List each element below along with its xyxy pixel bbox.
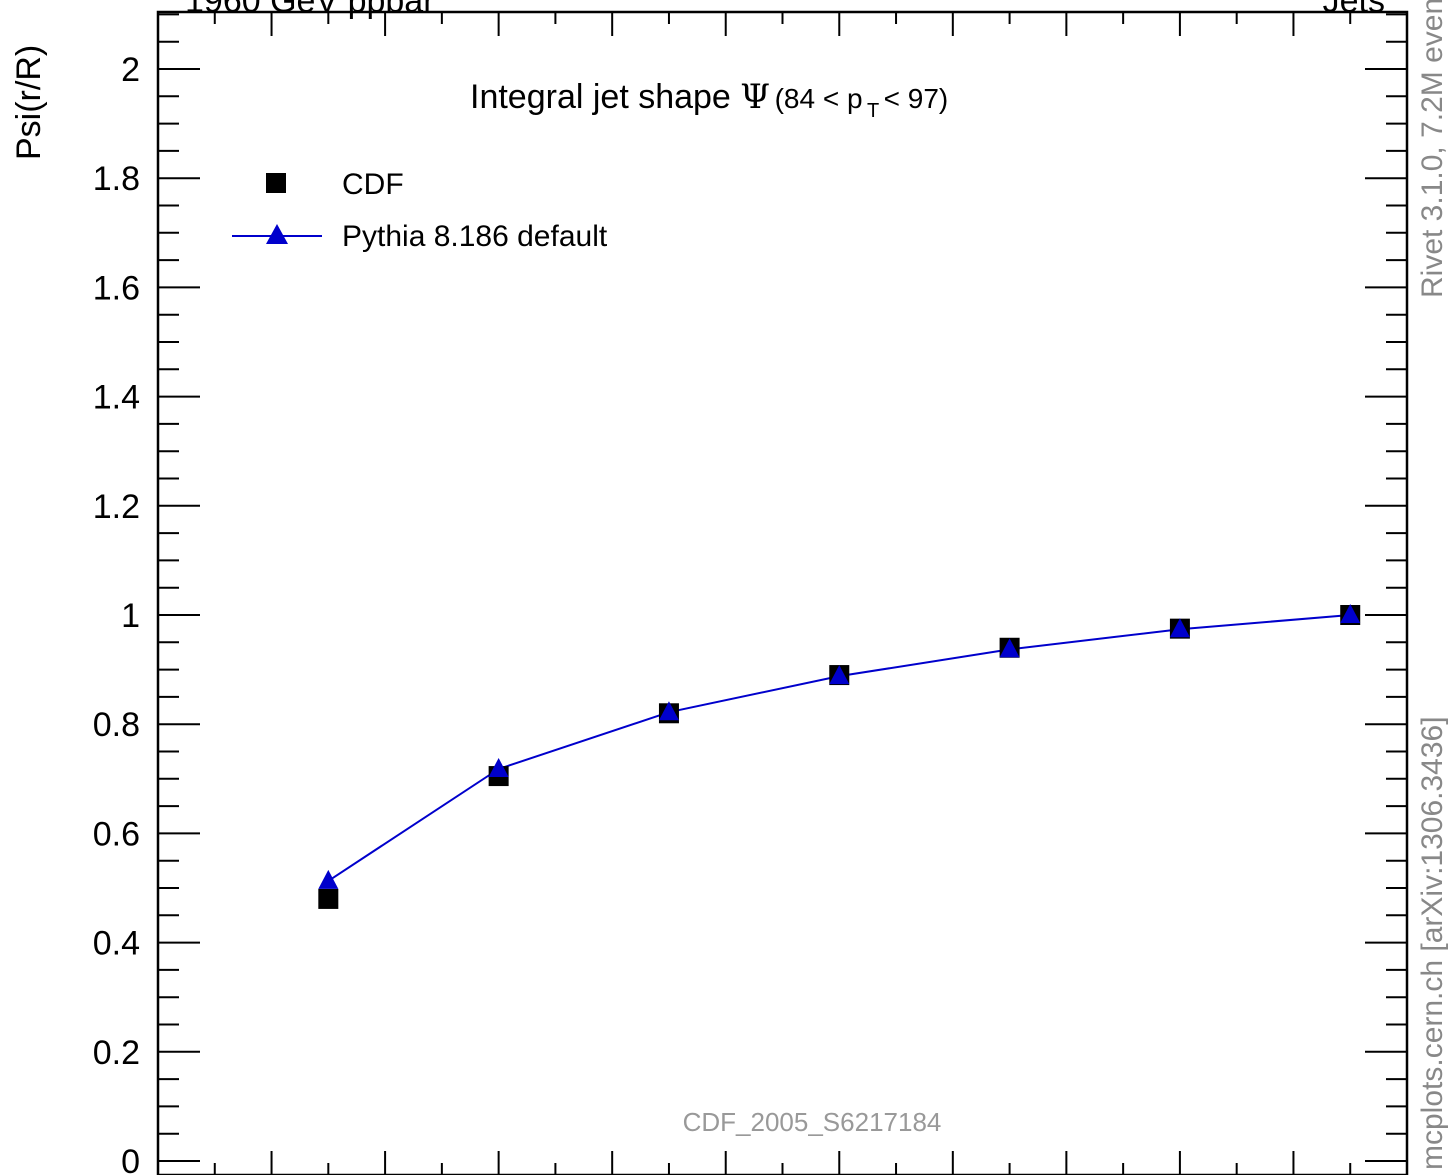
plot-title-psi: Ψ [740, 77, 770, 117]
y-tick-label: 0.8 [93, 706, 140, 744]
cdf-series [318, 605, 1361, 909]
y-tick-label: 0.6 [93, 815, 140, 853]
analysis-label: CDF_2005_S6217184 [683, 1107, 942, 1137]
y-tick-label: 1 [121, 597, 140, 635]
y-tick-label: 0 [121, 1143, 140, 1175]
pythia-point [658, 701, 679, 721]
y-tick-label: 1.2 [93, 488, 140, 526]
header-left-text: 1960 GeV ppbar [185, 0, 435, 20]
pythia-point [999, 638, 1020, 658]
plot-title-range-close: < 97) [884, 83, 949, 114]
legend-cdf-label: CDF [342, 168, 404, 201]
pythia-point [488, 757, 509, 777]
plot-title: Integral jet shape Ψ (84 < p T < 97) [470, 77, 948, 122]
y-tick-label: 2 [121, 51, 140, 89]
pythia-series [318, 604, 1361, 889]
y-tick-label: 1.6 [93, 269, 140, 307]
plot-title-range-open: (84 < p [775, 83, 863, 114]
y-tick-labels: 0 0.2 0.4 0.6 0.8 1 1.2 1.4 1.6 1.8 2 [93, 51, 140, 1175]
side-text-top: Rivet 3.1.0, 7.2M events [1416, 0, 1449, 298]
axis-ticks [157, 12, 1408, 1175]
legend-pythia-marker [266, 224, 288, 244]
pythia-point [829, 665, 850, 685]
pythia-line [327, 614, 1351, 882]
pythia-point [1340, 604, 1361, 623]
plot-title-range-sub: T [867, 100, 879, 122]
cdf-point [318, 888, 339, 909]
legend-pythia-label: Pythia 8.186 default [342, 220, 608, 253]
pythia-series-line [327, 614, 1351, 882]
y-tick-label: 1.4 [93, 379, 140, 417]
y-axis-title: Psi(r/R) [10, 45, 48, 160]
pythia-point [1169, 618, 1190, 638]
y-tick-label: 0.2 [93, 1034, 140, 1072]
plot-title-prefix: Integral jet shape [470, 78, 740, 116]
y-tick-label: 0.4 [93, 925, 140, 963]
legend-cdf-marker [266, 173, 286, 193]
legend: CDF Pythia 8.186 default [232, 168, 608, 253]
side-text-bottom: mcplots.cern.ch [arXiv:1306.3436] [1416, 716, 1449, 1170]
y-tick-label: 1.8 [93, 160, 140, 198]
header-right-text: Jets [1323, 0, 1385, 20]
pythia-point [318, 869, 339, 889]
